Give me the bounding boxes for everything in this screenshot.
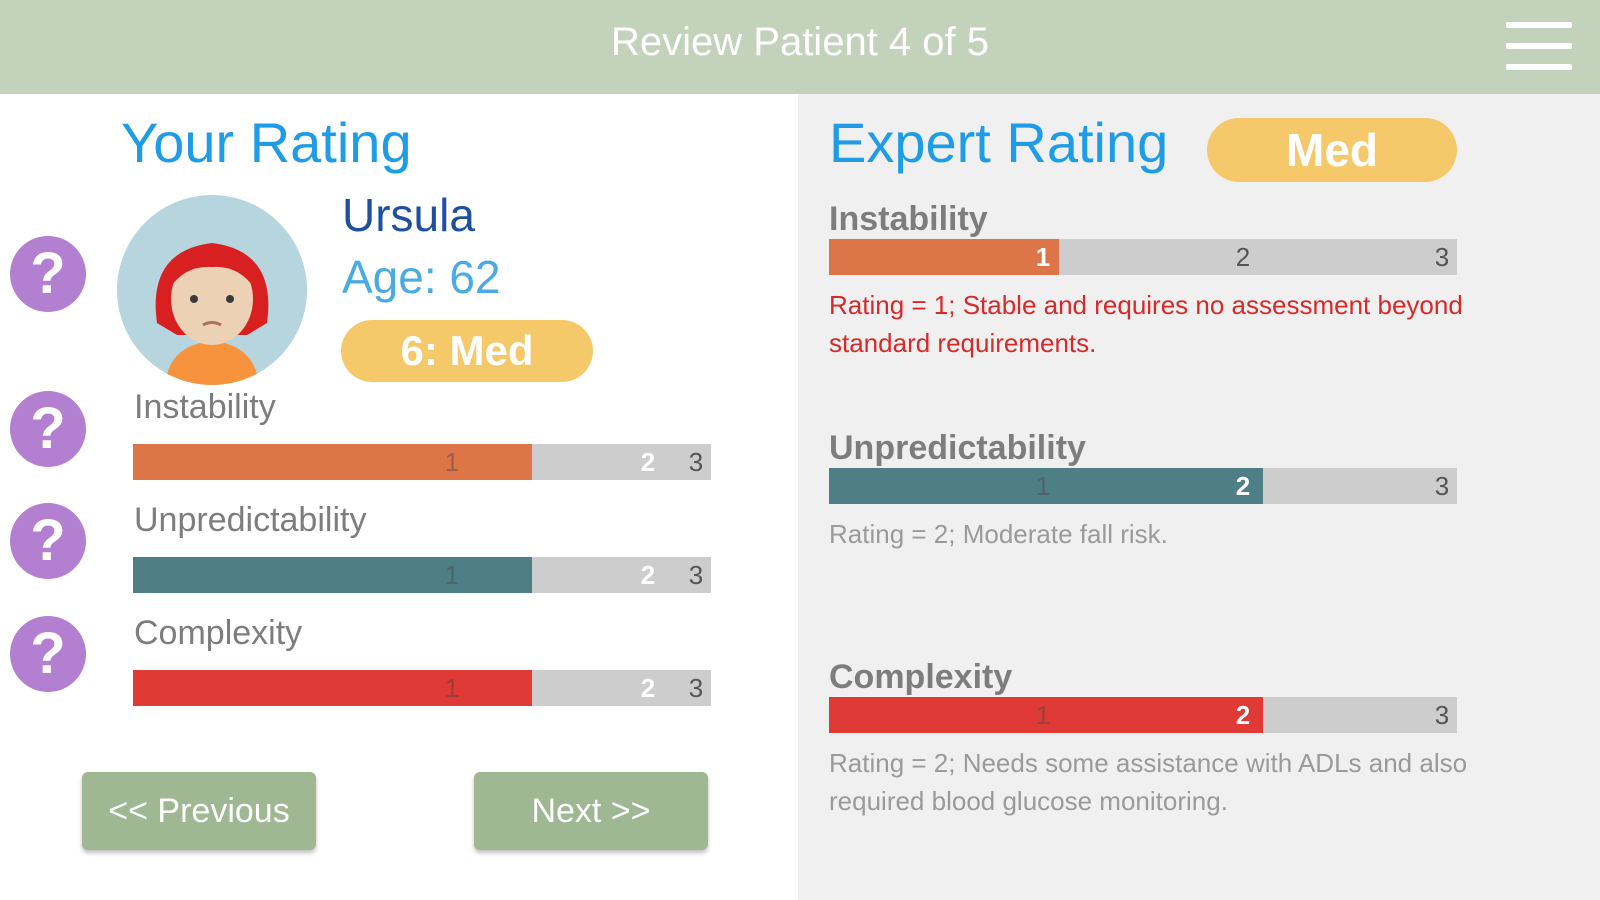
- patient-name: Ursula: [342, 189, 475, 241]
- next-button[interactable]: Next >>: [474, 772, 708, 850]
- instability-slider-fill: [133, 444, 532, 480]
- top-bar: Review Patient 4 of 5: [0, 0, 1600, 94]
- expert-instability-label: Instability: [829, 200, 988, 238]
- expert-complexity-bar: 1 2 3: [829, 697, 1457, 733]
- instability-label: Instability: [134, 388, 276, 426]
- complexity-label: Complexity: [134, 614, 303, 652]
- help-question-icon[interactable]: ?: [10, 236, 86, 312]
- unpredictability-label: Unpredictability: [134, 501, 367, 539]
- expert-complexity-tick-1: 1: [1035, 700, 1051, 730]
- expert-complexity-label: Complexity: [829, 658, 1013, 696]
- expert-instability-description: Rating = 1; Stable and requires no asses…: [829, 290, 1463, 358]
- complexity-slider-fill: [133, 670, 532, 706]
- expert-instability-tick-1: 1: [1035, 242, 1051, 272]
- expert-unpredictability-label: Unpredictability: [829, 429, 1086, 467]
- patient-age: Age: 62: [342, 251, 501, 303]
- instability-rating-slider[interactable]: 1 2 3: [133, 444, 711, 480]
- expert-complexity-fill: [829, 697, 1263, 733]
- complexity-rating-slider[interactable]: 1 2 3: [133, 670, 711, 706]
- instability-tick-1[interactable]: 1: [444, 447, 460, 477]
- previous-button[interactable]: << Previous: [82, 772, 316, 850]
- complexity-tick-3[interactable]: 3: [688, 673, 704, 703]
- expert-unpredictability-tick-3: 3: [1434, 471, 1450, 501]
- help-question-icon[interactable]: ?: [10, 391, 86, 467]
- your-rating-title: Your Rating: [121, 111, 412, 174]
- hamburger-menu-icon[interactable]: [1506, 22, 1572, 70]
- expert-unpredictability-bar: 1 2 3: [829, 468, 1457, 504]
- expert-rating-badge: Med: [1207, 118, 1457, 182]
- instability-tick-2[interactable]: 2: [640, 447, 656, 477]
- help-question-icon[interactable]: ?: [10, 503, 86, 579]
- patient-score-badge: 6: Med: [341, 320, 593, 382]
- expert-unpredictability-fill: [829, 468, 1263, 504]
- help-question-icon[interactable]: ?: [10, 616, 86, 692]
- unpredictability-tick-1[interactable]: 1: [444, 560, 460, 590]
- expert-instability-bar: 1 2 3: [829, 239, 1457, 275]
- expert-rating-title: Expert Rating: [829, 111, 1169, 174]
- page-title: Review Patient 4 of 5: [611, 20, 989, 64]
- unpredictability-tick-2[interactable]: 2: [640, 560, 656, 590]
- expert-instability-tick-3: 3: [1434, 242, 1450, 272]
- expert-complexity-tick-2: 2: [1235, 700, 1251, 730]
- expert-unpredictability-tick-1: 1: [1035, 471, 1051, 501]
- expert-unpredictability-tick-2: 2: [1235, 471, 1251, 501]
- patient-avatar: [117, 195, 307, 385]
- expert-instability-fill: [829, 239, 1059, 275]
- complexity-tick-2[interactable]: 2: [640, 673, 656, 703]
- expert-instability-tick-2: 2: [1235, 242, 1251, 272]
- complexity-tick-1[interactable]: 1: [444, 673, 460, 703]
- your-rating-panel: Your Rating ? Ursula Age: 62 6: Med ? In…: [0, 94, 798, 900]
- expert-unpredictability-description: Rating = 2; Moderate fall risk.: [829, 519, 1168, 549]
- unpredictability-rating-slider[interactable]: 1 2 3: [133, 557, 711, 593]
- expert-complexity-tick-3: 3: [1434, 700, 1450, 730]
- unpredictability-tick-3[interactable]: 3: [688, 560, 704, 590]
- unpredictability-slider-fill: [133, 557, 532, 593]
- instability-tick-3[interactable]: 3: [688, 447, 704, 477]
- expert-complexity-description: Rating = 2; Needs some assistance with A…: [829, 748, 1468, 816]
